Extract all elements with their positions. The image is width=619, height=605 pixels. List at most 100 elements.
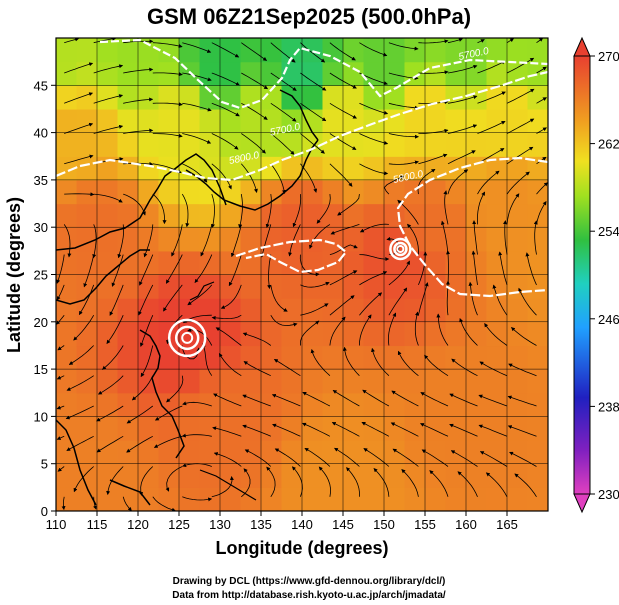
heat-cell xyxy=(158,250,180,276)
heat-cell xyxy=(445,298,467,323)
heat-cell xyxy=(97,61,119,86)
streamline xyxy=(407,223,419,255)
heat-cell xyxy=(220,416,242,441)
heat-cell xyxy=(486,440,508,465)
heat-cell xyxy=(384,487,406,511)
heat-cell xyxy=(199,179,221,205)
streamline xyxy=(362,389,390,407)
credit-data: Data from http://database.rish.kyoto-u.a… xyxy=(172,590,446,601)
streamline xyxy=(506,146,534,165)
heat-cell xyxy=(56,227,78,252)
heat-cell xyxy=(138,487,160,511)
heat-cell xyxy=(384,440,406,465)
streamline xyxy=(57,345,65,351)
heat-cell xyxy=(486,38,508,63)
streamline xyxy=(292,194,302,228)
streamline xyxy=(182,102,212,112)
heat-cell xyxy=(302,108,324,134)
heat-cell xyxy=(281,345,303,370)
heat-cell xyxy=(384,61,406,86)
heat-cell xyxy=(117,345,139,370)
heat-cell xyxy=(466,108,488,134)
heat-cell xyxy=(302,274,324,299)
heat-cell xyxy=(507,156,529,181)
coastlines xyxy=(56,89,319,506)
streamline xyxy=(414,311,419,346)
heat-cell xyxy=(117,38,139,63)
heat-cell xyxy=(117,274,139,299)
heat-cell xyxy=(76,321,98,347)
heat-cell xyxy=(220,487,242,511)
heat-cell xyxy=(117,85,139,110)
y-tick-label: 20 xyxy=(34,315,48,330)
streamline xyxy=(300,281,330,288)
streamline xyxy=(388,287,408,316)
heat-cell xyxy=(220,369,242,394)
cyclone-center-ring xyxy=(396,244,405,253)
heat-cell xyxy=(343,227,365,252)
heat-cell xyxy=(486,156,508,181)
heat-cell xyxy=(97,132,119,157)
heat-cell xyxy=(56,416,78,441)
streamline xyxy=(479,361,508,377)
streamline xyxy=(507,425,537,437)
streamline xyxy=(265,194,272,229)
streamline xyxy=(241,133,266,154)
streamline xyxy=(201,343,213,376)
streamline xyxy=(138,284,154,316)
heat-cell xyxy=(445,108,467,134)
heat-cell xyxy=(363,61,385,86)
streamline xyxy=(514,473,537,498)
heat-cell xyxy=(261,274,283,299)
heat-cell xyxy=(56,38,78,63)
streamline xyxy=(478,394,508,407)
streamline xyxy=(78,284,95,316)
heat-cell xyxy=(302,85,324,110)
heat-cell xyxy=(220,132,242,157)
heat-cell xyxy=(527,203,548,228)
heat-cell xyxy=(507,440,529,465)
streamline xyxy=(388,102,419,110)
heat-cell xyxy=(199,85,221,110)
heat-cell xyxy=(466,61,488,86)
streamline xyxy=(390,422,419,437)
streamline xyxy=(498,251,508,286)
streamline xyxy=(329,133,357,150)
heat-cell xyxy=(527,61,548,86)
streamline xyxy=(140,345,154,378)
heat-cell xyxy=(384,369,406,394)
heat-cell xyxy=(240,369,262,394)
streamline xyxy=(66,375,94,391)
streamline xyxy=(152,133,183,138)
heat-cell xyxy=(486,369,508,394)
streamline xyxy=(274,448,301,467)
heat-cell xyxy=(281,156,303,181)
streamline xyxy=(424,354,449,377)
heat-cell xyxy=(76,156,98,181)
heat-cell xyxy=(363,345,385,370)
heat-cell xyxy=(445,369,467,394)
streamline xyxy=(211,72,240,86)
streamline xyxy=(143,224,154,258)
streamline xyxy=(420,392,449,407)
heat-cell xyxy=(486,298,508,323)
heat-cell xyxy=(261,416,283,441)
streamline xyxy=(477,170,500,195)
heat-cell xyxy=(404,298,426,323)
heat-cell xyxy=(76,227,98,252)
heat-cell xyxy=(261,463,283,488)
heat-cell xyxy=(261,298,283,323)
heat-cell xyxy=(466,38,488,63)
heat-cell xyxy=(179,227,201,252)
temperature-heatmap xyxy=(56,38,548,511)
streamline xyxy=(126,435,153,453)
heat-cell xyxy=(240,392,262,417)
heat-cell xyxy=(261,369,283,394)
streamline xyxy=(242,332,272,346)
heat-cell xyxy=(117,156,139,181)
heat-cell xyxy=(486,108,508,134)
heat-cell xyxy=(425,298,447,323)
streamline xyxy=(388,260,410,286)
colorbar-tick-label: 270 xyxy=(598,49,619,64)
